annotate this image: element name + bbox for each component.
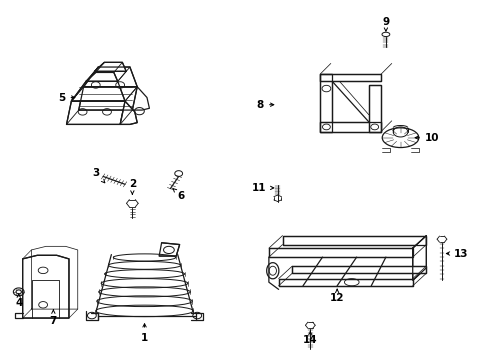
Text: 2: 2 bbox=[128, 179, 136, 194]
Polygon shape bbox=[66, 101, 125, 125]
Polygon shape bbox=[320, 74, 331, 132]
Polygon shape bbox=[79, 87, 137, 110]
Text: 14: 14 bbox=[303, 332, 317, 345]
Text: 4: 4 bbox=[15, 294, 22, 308]
Text: 12: 12 bbox=[329, 289, 344, 303]
Polygon shape bbox=[22, 255, 69, 318]
Polygon shape bbox=[282, 235, 426, 244]
Polygon shape bbox=[368, 85, 380, 132]
Text: 3: 3 bbox=[92, 168, 104, 183]
Text: 6: 6 bbox=[172, 188, 184, 201]
Polygon shape bbox=[86, 72, 118, 81]
Polygon shape bbox=[71, 81, 125, 101]
Polygon shape bbox=[278, 279, 412, 286]
Polygon shape bbox=[83, 67, 137, 87]
Text: 5: 5 bbox=[58, 93, 75, 103]
Polygon shape bbox=[392, 128, 407, 132]
Polygon shape bbox=[94, 62, 126, 71]
Text: 1: 1 bbox=[141, 324, 148, 343]
Text: 10: 10 bbox=[414, 133, 439, 143]
Text: 8: 8 bbox=[256, 100, 273, 110]
Polygon shape bbox=[292, 266, 426, 273]
Polygon shape bbox=[268, 248, 412, 257]
Polygon shape bbox=[120, 101, 137, 125]
Text: 7: 7 bbox=[50, 310, 57, 325]
Polygon shape bbox=[320, 122, 380, 132]
Text: 9: 9 bbox=[382, 17, 388, 31]
Polygon shape bbox=[320, 74, 380, 81]
Polygon shape bbox=[159, 243, 179, 256]
Text: 13: 13 bbox=[446, 248, 468, 258]
Text: 11: 11 bbox=[251, 183, 273, 193]
Polygon shape bbox=[412, 235, 426, 280]
